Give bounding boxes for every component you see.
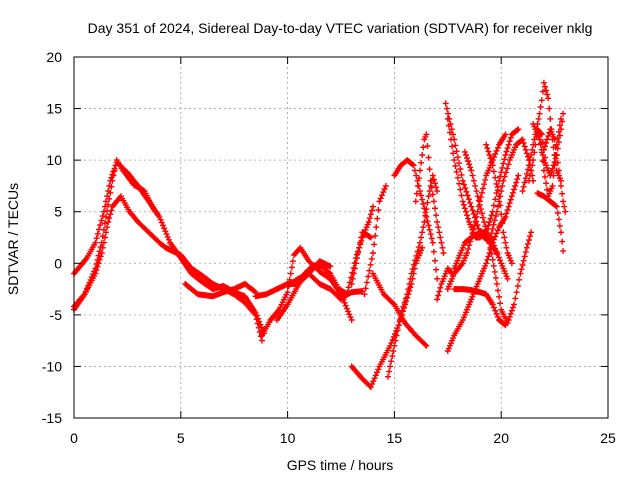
series-track-11	[361, 182, 389, 298]
series-track-10	[348, 229, 374, 287]
y-tick-label: 10	[46, 152, 62, 168]
y-axis-label: SDTVAR / TECUs	[5, 183, 21, 295]
y-tick-label: 20	[46, 49, 62, 65]
data-point-markers	[444, 172, 522, 354]
series-track-29	[534, 190, 567, 254]
y-tick-label: 0	[54, 255, 62, 271]
x-tick-label: 10	[280, 430, 296, 446]
series-track-14	[370, 270, 430, 349]
data-point-markers	[370, 270, 430, 349]
y-tick-label: 15	[46, 101, 62, 117]
series-track-32	[526, 126, 550, 184]
plot-frame	[73, 56, 609, 419]
data-point-markers	[526, 126, 550, 184]
x-axis-label: GPS time / hours	[287, 457, 394, 473]
x-tick-label: 25	[600, 430, 616, 446]
data-point-markers	[348, 229, 374, 287]
series-track-16	[412, 131, 447, 256]
data-point-markers	[361, 182, 389, 298]
series-track-24	[461, 148, 535, 327]
data-point-markers	[385, 172, 441, 380]
series-track-17	[434, 265, 456, 303]
axis-ticks: 0 5 10 15 20 25 -15 -10 -5 0 5 10 15 20	[42, 49, 616, 446]
data-point-markers	[451, 286, 509, 329]
data-point-markers	[461, 148, 535, 327]
series-track-8	[284, 270, 351, 303]
x-tick-label: 0	[70, 430, 78, 446]
data-point-markers	[412, 131, 447, 256]
series-track-4	[182, 280, 259, 300]
data-point-markers	[434, 265, 456, 303]
chart-title: Day 351 of 2024, Sidereal Day-to-day VTE…	[88, 20, 593, 36]
series-track-13	[385, 172, 441, 380]
data-point-markers	[444, 115, 522, 241]
y-tick-label: -10	[42, 358, 62, 374]
y-tick-label: -15	[42, 410, 62, 426]
data-point-markers	[182, 280, 259, 300]
x-tick-label: 5	[177, 430, 185, 446]
data-point-markers	[534, 190, 567, 254]
x-tick-label: 20	[493, 430, 509, 446]
x-tick-label: 15	[387, 430, 403, 446]
series-track-19	[444, 115, 522, 241]
series-track-25	[483, 141, 515, 267]
data-point-markers	[483, 141, 515, 267]
y-tick-label: -5	[50, 307, 63, 323]
data-point-markers	[444, 131, 509, 293]
series-track-22	[451, 286, 509, 329]
series-track-23	[444, 172, 522, 354]
data-point-markers	[284, 270, 351, 303]
series-track-20	[444, 131, 509, 293]
grid	[74, 57, 608, 418]
y-tick-label: 5	[54, 204, 62, 220]
